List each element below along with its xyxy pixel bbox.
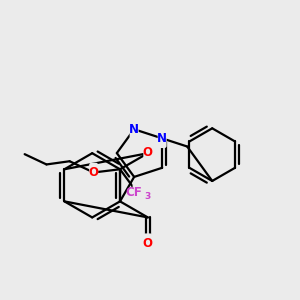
Text: O: O [143, 237, 153, 250]
Text: O: O [89, 166, 99, 179]
Text: CF: CF [125, 186, 142, 199]
Text: 3: 3 [144, 192, 151, 201]
Text: N: N [129, 123, 139, 136]
Text: N: N [157, 132, 167, 145]
Text: O: O [143, 146, 153, 159]
